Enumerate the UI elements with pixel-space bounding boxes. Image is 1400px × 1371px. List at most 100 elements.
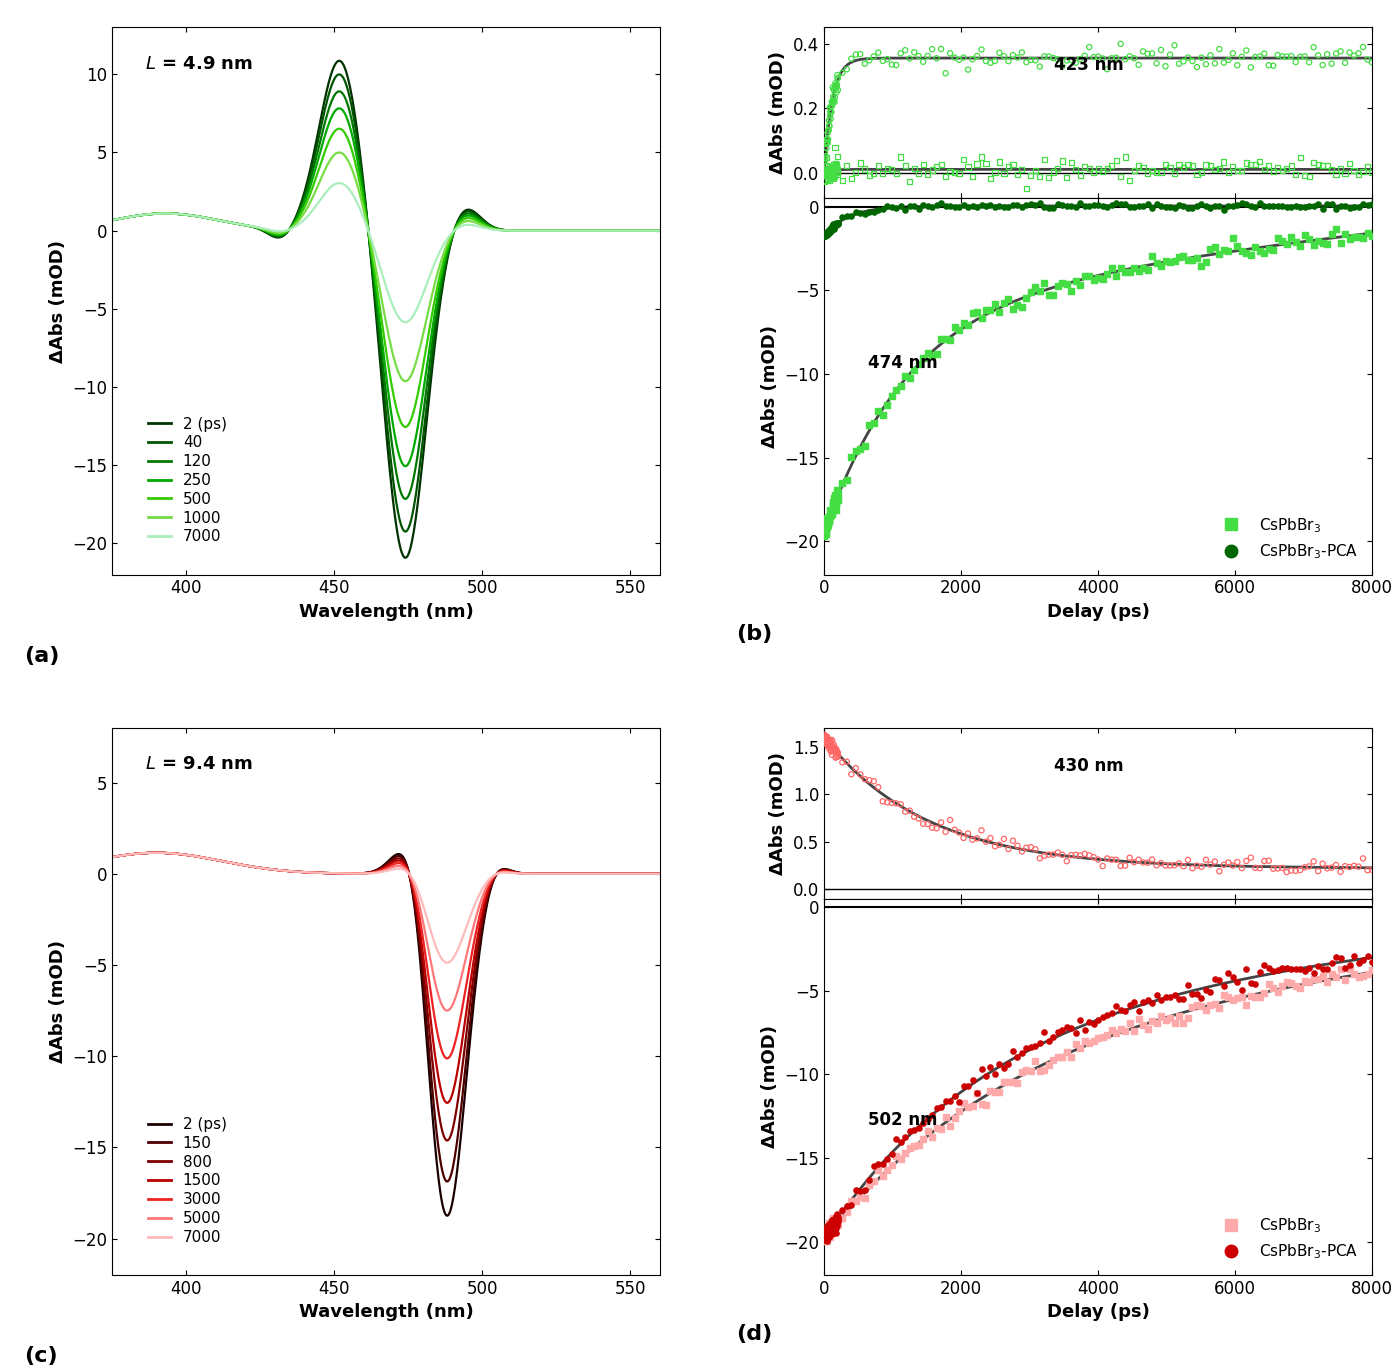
Point	[1280, 226, 1302, 248]
Point	[1015, 177, 1037, 199]
Point	[822, 1212, 844, 1234]
Point	[813, 169, 836, 191]
Point	[825, 491, 847, 513]
Point	[952, 148, 974, 170]
Point	[1257, 155, 1280, 177]
Point	[1163, 34, 1186, 56]
Point	[844, 202, 867, 223]
Point	[1119, 45, 1141, 67]
Point	[819, 505, 841, 526]
Point	[881, 1154, 903, 1176]
Point	[895, 1127, 917, 1149]
Point	[816, 1230, 839, 1252]
Point	[966, 45, 988, 67]
Point	[993, 292, 1015, 314]
Point	[1217, 49, 1239, 71]
Point	[979, 827, 1001, 849]
Point	[815, 137, 837, 159]
Point	[815, 729, 837, 751]
Text: 474 nm: 474 nm	[868, 354, 938, 372]
Point	[1109, 258, 1131, 280]
Point	[1172, 1012, 1194, 1034]
Point	[979, 1080, 1001, 1102]
Point	[934, 821, 956, 843]
Point	[823, 498, 846, 520]
Point	[1064, 196, 1086, 218]
Point	[1064, 52, 1086, 74]
Point	[1316, 958, 1338, 980]
Point	[820, 166, 843, 188]
Point	[1343, 196, 1365, 218]
Point	[903, 158, 925, 180]
Point	[956, 59, 979, 81]
Point	[1294, 960, 1316, 982]
Point	[911, 1112, 934, 1134]
Point	[1078, 195, 1100, 217]
Point	[872, 197, 895, 219]
Point	[1271, 230, 1294, 252]
Point	[815, 515, 837, 537]
Point	[1186, 854, 1208, 876]
Point	[822, 491, 844, 513]
Point	[1343, 45, 1365, 67]
Point	[903, 41, 925, 63]
Point	[1096, 263, 1119, 285]
Point	[1168, 988, 1190, 1010]
Point	[876, 791, 899, 813]
Point	[993, 1071, 1015, 1093]
Point	[813, 159, 836, 181]
Point	[899, 1137, 921, 1158]
Point	[815, 1223, 837, 1245]
Point	[825, 152, 847, 174]
Point	[832, 751, 854, 773]
Point	[850, 437, 872, 459]
Point	[1007, 835, 1029, 857]
Point	[1007, 47, 1029, 69]
Point	[1249, 45, 1271, 67]
Point	[820, 729, 843, 751]
Point	[844, 757, 867, 779]
Point	[966, 302, 988, 324]
Point	[818, 170, 840, 192]
Point	[948, 319, 970, 341]
Point	[826, 211, 848, 233]
Point	[1245, 196, 1267, 218]
Point	[1007, 1046, 1029, 1068]
Point	[819, 96, 841, 118]
Point	[1042, 284, 1064, 306]
Point	[1298, 971, 1320, 993]
Point	[815, 147, 837, 169]
Point	[1257, 195, 1280, 217]
Point	[813, 724, 836, 746]
Point	[1302, 195, 1324, 217]
Point	[1019, 193, 1042, 215]
Legend: 2 (ps), 40, 120, 250, 500, 1000, 7000: 2 (ps), 40, 120, 250, 500, 1000, 7000	[141, 410, 232, 551]
Point	[836, 1194, 858, 1216]
Point	[1127, 53, 1149, 75]
Point	[862, 1169, 885, 1191]
Point	[1141, 245, 1163, 267]
Point	[818, 219, 840, 241]
Point	[907, 1116, 930, 1138]
Point	[1011, 840, 1033, 862]
Point	[872, 404, 895, 426]
Point	[993, 828, 1015, 850]
Legend: CsPbBr$_3$, CsPbBr$_3$-PCA: CsPbBr$_3$, CsPbBr$_3$-PCA	[1210, 1211, 1365, 1267]
Point	[823, 89, 846, 111]
Point	[1275, 158, 1298, 180]
Point	[825, 155, 847, 177]
Point	[1352, 193, 1375, 215]
Point	[1261, 239, 1284, 260]
Point	[815, 728, 837, 750]
Point	[815, 1228, 837, 1250]
Point	[815, 145, 837, 167]
Text: $\it{L}$ = 9.4 nm: $\it{L}$ = 9.4 nm	[144, 755, 253, 773]
Point	[816, 731, 839, 753]
Point	[1204, 52, 1226, 74]
Point	[819, 221, 841, 243]
Point	[816, 167, 839, 189]
Point	[822, 218, 844, 240]
Point	[850, 202, 872, 223]
Point	[819, 500, 841, 522]
Point	[1257, 850, 1280, 872]
